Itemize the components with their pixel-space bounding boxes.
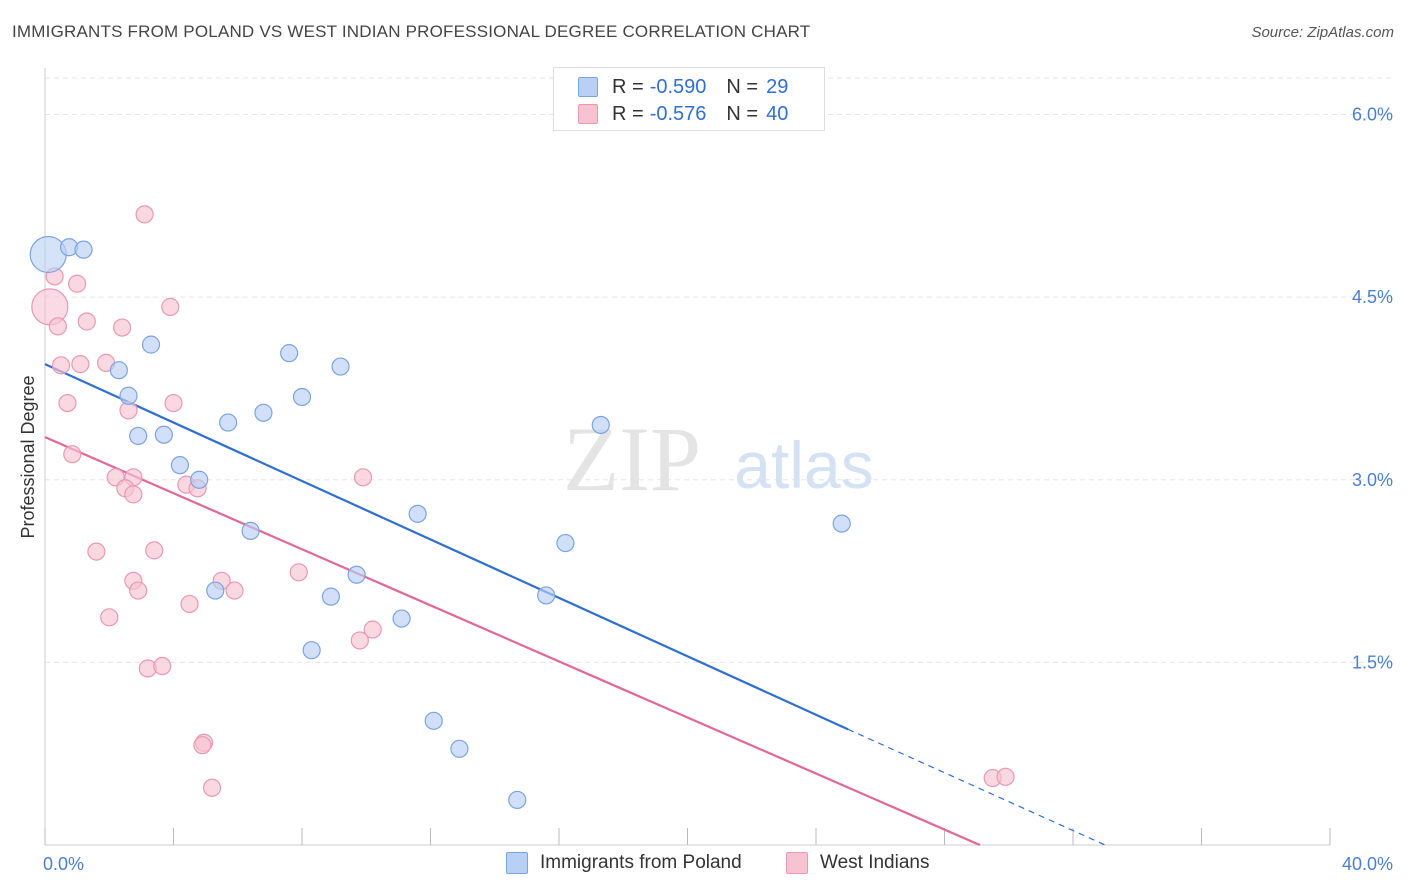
poland-point — [321, 587, 341, 606]
westindian-point — [68, 274, 87, 293]
r-value: -0.576 — [649, 102, 707, 125]
legend-item-poland[interactable]: Immigrants from Poland — [506, 852, 742, 874]
poland-point — [508, 790, 527, 810]
poland-point — [109, 361, 128, 380]
westindian-point — [63, 445, 82, 464]
poland-point — [302, 641, 321, 660]
westindian-point — [289, 563, 308, 582]
westindian-point — [145, 541, 164, 560]
poland-point — [331, 357, 350, 376]
poland-point — [347, 565, 366, 584]
westindian-point — [135, 205, 154, 224]
chart-title: IMMIGRANTS FROM POLAND VS WEST INDIAN PR… — [12, 22, 811, 41]
x-tick-label: 40.0% — [1342, 854, 1393, 874]
n-value: 40 — [766, 102, 789, 125]
x-tick-label: 0.0% — [43, 854, 84, 874]
poland-point — [74, 240, 93, 259]
trend-lines — [44, 363, 1106, 847]
westindian-point — [202, 778, 222, 797]
poland-point — [170, 456, 190, 475]
r-label: R = — [612, 75, 644, 98]
axes: 1.5% 3.0% 4.5% 6.0% 0.0% 40.0% — [43, 68, 1393, 874]
y-axis-label: Professional Degree — [18, 375, 38, 538]
westindian-point — [353, 468, 373, 487]
poland-trend-line — [44, 363, 849, 731]
westindian-point — [100, 608, 119, 627]
legend-row-westindian: R = -0.576 N = 40 — [578, 102, 788, 126]
poland-point — [392, 609, 411, 628]
poland-point — [141, 335, 161, 354]
y-tick-label: 1.5% — [1352, 652, 1393, 672]
series-legend: Immigrants from Poland West Indians — [0, 852, 1406, 878]
legend-item-westindian[interactable]: West Indians — [786, 852, 929, 874]
westindian-point — [996, 767, 1015, 786]
poland-point — [206, 581, 225, 600]
westindian-point — [225, 581, 244, 600]
westindian-trend-line — [44, 436, 981, 847]
westindian-point — [71, 355, 90, 374]
westindian-point — [161, 297, 180, 316]
poland-point — [292, 387, 312, 407]
watermark: ZIP atlas — [563, 408, 874, 510]
westindian-point — [87, 542, 106, 561]
poland-point — [408, 504, 427, 523]
poland-legend-label: Immigrants from Poland — [540, 852, 742, 873]
correlation-legend: R = -0.590 N = 29 R = -0.576 N = 40 — [553, 67, 825, 131]
legend-row-poland: R = -0.590 N = 29 — [578, 75, 788, 99]
y-tick-label: 6.0% — [1352, 105, 1393, 125]
westindian-point — [363, 620, 382, 639]
poland-point — [537, 586, 556, 605]
poland-point — [591, 415, 610, 435]
poland-point — [154, 425, 173, 444]
westindian-legend-swatch — [786, 852, 808, 874]
poland-trend-extension — [847, 728, 1106, 846]
poland-point — [556, 533, 575, 553]
poland-point — [424, 711, 443, 730]
poland-point — [129, 426, 148, 446]
poland-point — [29, 235, 67, 274]
westindian-point — [153, 656, 172, 676]
westindian-point — [193, 736, 212, 755]
poland-legend-swatch — [506, 852, 528, 874]
westindian-legend-label: West Indians — [820, 852, 930, 873]
watermark-atlas: atlas — [734, 428, 873, 502]
r-value: -0.590 — [649, 75, 707, 98]
poland-point — [832, 514, 851, 533]
poland-point — [450, 739, 469, 758]
poland-point — [119, 386, 138, 405]
westindian-point — [180, 594, 199, 614]
westindian-point — [124, 485, 143, 504]
westindian-point — [164, 393, 183, 413]
watermark-zip: ZIP — [563, 408, 701, 510]
poland-swatch — [578, 77, 598, 97]
y-tick-label: 4.5% — [1352, 287, 1393, 307]
n-value: 29 — [766, 75, 789, 98]
r-label: R = — [612, 102, 644, 125]
y-tick-label: 3.0% — [1352, 470, 1393, 490]
westindian-point — [58, 393, 77, 413]
poland-point — [280, 344, 299, 363]
poland-point — [219, 413, 238, 432]
n-label: N = — [726, 102, 759, 125]
westindian-point — [350, 631, 369, 650]
data-points — [29, 205, 1015, 810]
westindian-point — [129, 581, 148, 600]
poland-point — [241, 521, 260, 540]
westindian-point — [48, 317, 67, 336]
poland-point — [254, 403, 273, 422]
westindian-point — [112, 318, 132, 337]
grid-lines — [45, 77, 1395, 663]
poland-point — [190, 470, 209, 489]
n-label: N = — [726, 75, 759, 98]
westindian-point — [77, 312, 96, 331]
source-label: Source: ZipAtlas.com — [1251, 24, 1394, 41]
westindian-swatch — [578, 104, 598, 124]
westindian-point — [51, 356, 71, 375]
